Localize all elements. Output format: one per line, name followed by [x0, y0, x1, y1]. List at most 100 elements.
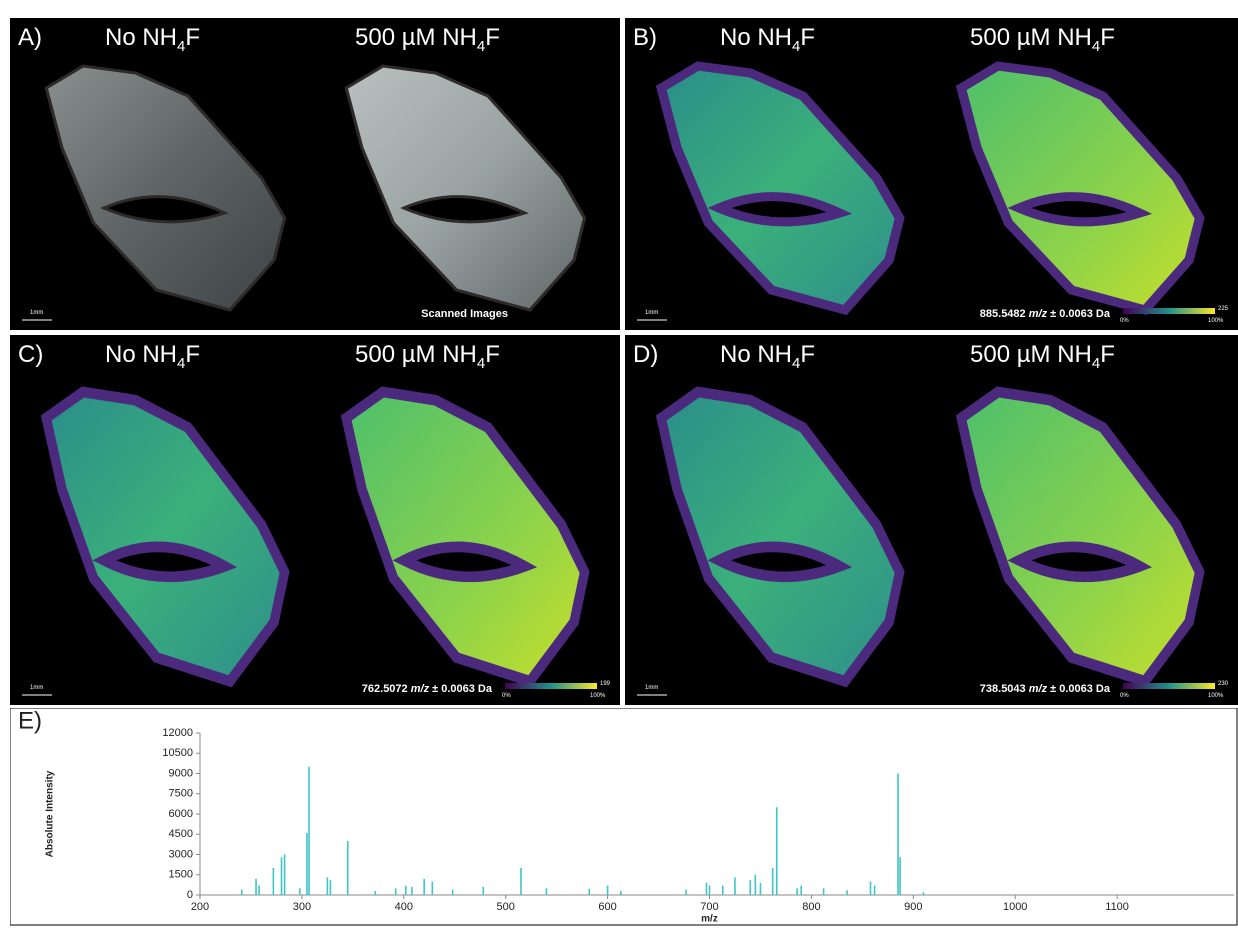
label-text: 500 µM NH — [970, 24, 1092, 51]
colorbar-max: 100% — [1208, 318, 1223, 324]
caption: 885.5482 m/z ± 0.0063 Da — [980, 308, 1110, 320]
label-text: F — [485, 341, 500, 368]
tissue-section — [961, 392, 1199, 681]
label-text: 500 µM NH — [355, 341, 477, 368]
label-subscript: 4 — [1092, 355, 1100, 372]
panel-letter: A) — [18, 24, 42, 52]
x-tick-label: 1100 — [1105, 901, 1129, 913]
y-axis-label: Absolute Intensity — [45, 770, 56, 857]
colorbar-top: 199 — [600, 681, 610, 687]
colorbar-top: 225 — [1218, 306, 1228, 312]
panel-letter: E) — [18, 708, 42, 734]
colorbar — [1123, 683, 1215, 689]
condition-label: No NH4F — [720, 24, 815, 55]
tolerance: ± 0.0063 Da — [432, 683, 492, 695]
colorbar-min: 0% — [502, 693, 511, 699]
label-text: No NH — [105, 341, 177, 368]
condition-label: No NH4F — [720, 341, 815, 372]
y-tick-label: 4500 — [169, 828, 193, 840]
label-text: F — [485, 24, 500, 51]
y-tick-label: 1500 — [169, 869, 193, 881]
label-text: 500 µM NH — [355, 24, 477, 51]
caption: 762.5072 m/z ± 0.0063 Da — [362, 683, 492, 695]
label-text: No NH — [720, 24, 792, 51]
y-tick-label: 12000 — [162, 727, 193, 739]
scale-label: 1mm — [645, 685, 658, 691]
condition-label: 500 µM NH4F — [970, 341, 1115, 372]
label-text: No NH — [720, 341, 792, 368]
label-text: F — [1100, 24, 1115, 51]
condition-label: 500 µM NH4F — [355, 341, 500, 372]
tissue-images — [625, 335, 1238, 705]
label-subscript: 4 — [477, 355, 485, 372]
y-tick-label: 0 — [187, 889, 193, 901]
label-text: F — [1100, 341, 1115, 368]
label-subscript: 4 — [1092, 38, 1100, 55]
tissue-images — [10, 335, 620, 705]
label-subscript: 4 — [477, 38, 485, 55]
y-tick-label: 3000 — [169, 848, 193, 860]
tissue-images — [10, 18, 620, 330]
scale-label: 1mm — [30, 310, 43, 316]
mass-unit: m/z — [411, 683, 429, 695]
condition-label: 500 µM NH4F — [970, 24, 1115, 55]
label-text: F — [800, 24, 815, 51]
label-text: F — [185, 24, 200, 51]
spectrum-panel: E) Absolute Intensity m/z 0 1500 3000 4500 6000… — [10, 708, 1238, 926]
tissue-images — [625, 18, 1238, 330]
x-axis-label: m/z — [701, 914, 718, 925]
panel-letter: B) — [633, 24, 657, 52]
x-tick-label: 600 — [598, 901, 616, 913]
spectrum-chart: E) Absolute Intensity m/z 0 1500 3000 4500 6000… — [10, 708, 1238, 926]
tolerance: ± 0.0063 Da — [1050, 308, 1110, 320]
label-text: No NH — [105, 24, 177, 51]
colorbar-min: 0% — [1120, 693, 1129, 699]
colorbar-max: 100% — [590, 693, 605, 699]
caption: Scanned Images — [421, 308, 508, 320]
tissue-section — [346, 392, 584, 681]
y-tick-label: 10500 — [162, 747, 193, 759]
figure: A)No NH4F500 µM NH4F1mmScanned ImagesB)N… — [0, 0, 1238, 926]
tissue-section — [46, 392, 284, 681]
scale-label: 1mm — [30, 685, 43, 691]
condition-label: No NH4F — [105, 24, 200, 55]
panel-letter: C) — [18, 341, 43, 369]
condition-label: No NH4F — [105, 341, 200, 372]
x-tick-label: 900 — [904, 901, 922, 913]
x-tick-label: 500 — [497, 901, 515, 913]
mass-unit: m/z — [1029, 683, 1047, 695]
colorbar — [1123, 308, 1215, 314]
label-text: F — [800, 341, 815, 368]
y-tick-label: 9000 — [169, 767, 193, 779]
colorbar — [505, 683, 597, 689]
mass: 762.5072 — [362, 683, 408, 695]
y-tick-label: 6000 — [169, 808, 193, 820]
caption: 738.5043 m/z ± 0.0063 Da — [980, 683, 1110, 695]
colorbar-max: 100% — [1208, 693, 1223, 699]
x-tick-label: 1000 — [1003, 901, 1027, 913]
mass: 738.5043 — [980, 683, 1026, 695]
label-text: F — [185, 341, 200, 368]
x-tick-label: 400 — [395, 901, 413, 913]
label-text: 500 µM NH — [970, 341, 1092, 368]
mass-unit: m/z — [1029, 308, 1047, 320]
x-tick-label: 300 — [293, 901, 311, 913]
frame — [10, 708, 1237, 925]
mass: 885.5482 — [980, 308, 1026, 320]
tissue-section — [661, 66, 899, 310]
caption-text: Scanned Images — [421, 308, 508, 320]
x-tick-label: 700 — [700, 901, 718, 913]
colorbar-top: 230 — [1218, 681, 1228, 687]
tissue-section — [46, 66, 284, 310]
scale-label: 1mm — [645, 310, 658, 316]
tissue-section — [346, 66, 584, 310]
y-tick-label: 7500 — [169, 788, 193, 800]
tissue-section — [661, 392, 899, 681]
tolerance: ± 0.0063 Da — [1050, 683, 1110, 695]
x-tick-label: 200 — [191, 901, 209, 913]
condition-label: 500 µM NH4F — [355, 24, 500, 55]
